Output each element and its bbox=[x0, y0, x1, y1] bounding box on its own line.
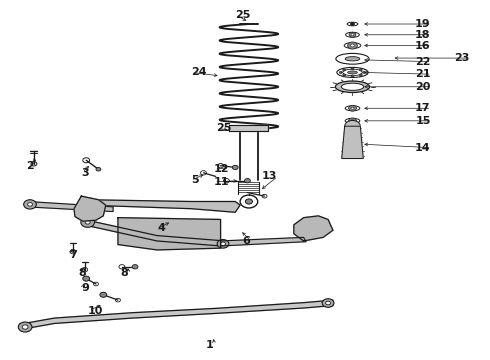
Circle shape bbox=[18, 322, 32, 332]
Circle shape bbox=[351, 120, 354, 122]
Circle shape bbox=[81, 217, 95, 227]
Circle shape bbox=[363, 71, 366, 73]
Text: 3: 3 bbox=[81, 168, 89, 178]
Polygon shape bbox=[220, 237, 306, 246]
Circle shape bbox=[245, 199, 252, 204]
Text: 4: 4 bbox=[157, 224, 165, 233]
Polygon shape bbox=[294, 216, 333, 241]
Circle shape bbox=[220, 242, 225, 246]
Circle shape bbox=[347, 42, 357, 49]
Text: 17: 17 bbox=[415, 103, 431, 113]
Circle shape bbox=[217, 239, 229, 248]
Circle shape bbox=[343, 69, 345, 71]
Circle shape bbox=[326, 301, 331, 305]
Text: 8: 8 bbox=[79, 268, 87, 278]
Circle shape bbox=[24, 200, 36, 209]
Circle shape bbox=[86, 201, 91, 204]
Circle shape bbox=[27, 203, 32, 206]
Circle shape bbox=[343, 74, 345, 76]
Polygon shape bbox=[20, 300, 333, 329]
Text: 25: 25 bbox=[216, 123, 231, 133]
Text: 21: 21 bbox=[415, 69, 431, 79]
Text: 15: 15 bbox=[416, 116, 431, 126]
Text: 14: 14 bbox=[415, 143, 431, 153]
Text: 1: 1 bbox=[205, 340, 213, 350]
Ellipse shape bbox=[341, 83, 364, 90]
Circle shape bbox=[132, 265, 138, 269]
Polygon shape bbox=[229, 125, 269, 131]
Polygon shape bbox=[118, 218, 220, 250]
Circle shape bbox=[22, 325, 28, 329]
Circle shape bbox=[348, 105, 356, 111]
Circle shape bbox=[82, 198, 95, 207]
Text: 12: 12 bbox=[213, 164, 229, 174]
Circle shape bbox=[350, 44, 354, 47]
Circle shape bbox=[351, 107, 354, 109]
Circle shape bbox=[349, 32, 356, 37]
Circle shape bbox=[83, 276, 90, 281]
Polygon shape bbox=[86, 200, 240, 212]
Circle shape bbox=[100, 292, 107, 297]
Circle shape bbox=[359, 74, 362, 76]
Text: 10: 10 bbox=[88, 306, 103, 316]
Polygon shape bbox=[342, 126, 363, 158]
Text: 23: 23 bbox=[454, 53, 470, 63]
Text: 25: 25 bbox=[235, 10, 250, 20]
Circle shape bbox=[351, 68, 354, 70]
Text: 8: 8 bbox=[120, 268, 128, 278]
Polygon shape bbox=[74, 196, 106, 221]
Text: 9: 9 bbox=[81, 283, 89, 293]
Circle shape bbox=[351, 34, 354, 36]
Text: 22: 22 bbox=[415, 57, 431, 67]
Text: 7: 7 bbox=[69, 250, 77, 260]
Ellipse shape bbox=[347, 71, 357, 74]
Polygon shape bbox=[27, 202, 113, 212]
Circle shape bbox=[344, 121, 360, 132]
Text: 5: 5 bbox=[191, 175, 199, 185]
Text: 6: 6 bbox=[242, 236, 250, 246]
Circle shape bbox=[245, 179, 250, 183]
Ellipse shape bbox=[335, 81, 369, 93]
Text: 16: 16 bbox=[415, 41, 431, 50]
Circle shape bbox=[85, 221, 90, 224]
Circle shape bbox=[232, 165, 238, 170]
Circle shape bbox=[322, 299, 334, 307]
Ellipse shape bbox=[345, 57, 360, 61]
Text: 20: 20 bbox=[416, 82, 431, 92]
Text: 24: 24 bbox=[191, 67, 207, 77]
Text: 11: 11 bbox=[213, 177, 229, 187]
Circle shape bbox=[350, 23, 354, 26]
Text: 13: 13 bbox=[261, 171, 277, 181]
Circle shape bbox=[359, 69, 362, 71]
Circle shape bbox=[339, 71, 342, 73]
Text: 18: 18 bbox=[415, 30, 431, 40]
Circle shape bbox=[348, 118, 356, 124]
Circle shape bbox=[96, 167, 101, 171]
Text: 2: 2 bbox=[26, 161, 34, 171]
Circle shape bbox=[351, 75, 354, 77]
Text: 19: 19 bbox=[415, 19, 431, 29]
Polygon shape bbox=[84, 220, 225, 246]
